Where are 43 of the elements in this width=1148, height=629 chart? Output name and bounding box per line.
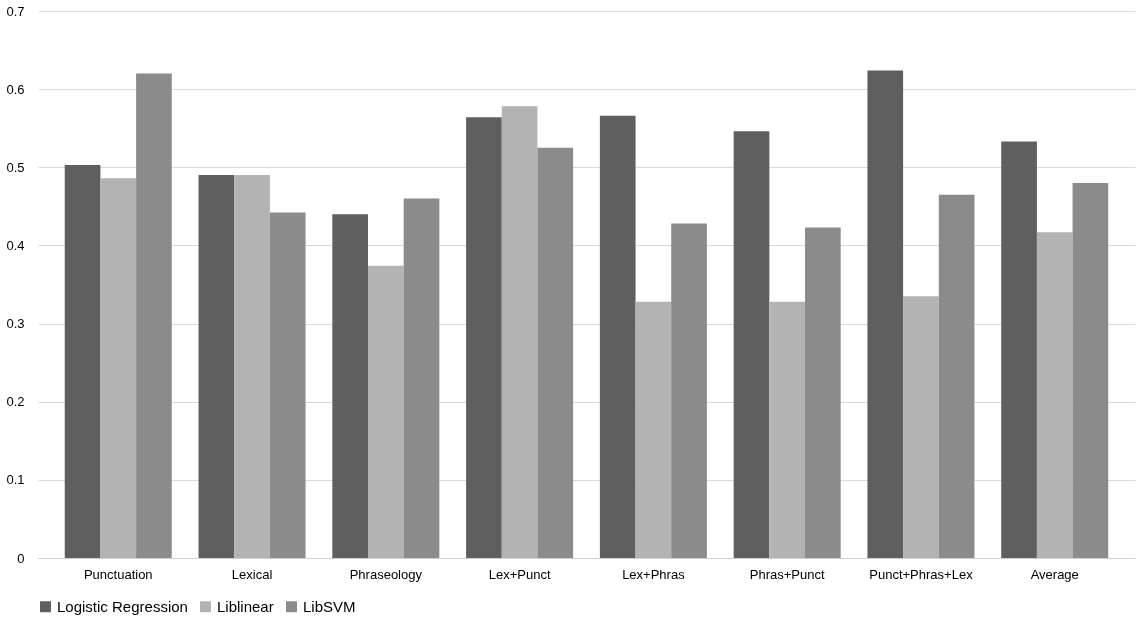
bar (198, 175, 235, 558)
legend-label: LibSVM (303, 597, 356, 615)
y-tick-label: 0.5 (6, 159, 25, 175)
y-tick-label: 0.7 (6, 3, 25, 19)
bar (733, 131, 770, 558)
y-tick-label: 0.2 (6, 394, 25, 410)
bar (332, 214, 368, 558)
x-tick-label: Phras+Punct (749, 566, 825, 582)
bar (867, 70, 904, 558)
bar (234, 175, 270, 558)
x-tick-label: Lexical (231, 566, 273, 582)
x-tick-label: Lex+Punct (488, 566, 551, 582)
x-tick-label: Punctuation (83, 566, 153, 582)
bar (501, 106, 538, 558)
y-tick-label: 0.3 (6, 316, 25, 332)
bar (466, 117, 502, 558)
bar (599, 115, 636, 558)
y-tick-label: 0.4 (6, 237, 25, 253)
x-tick-label: Punct+Phras+Lex (869, 566, 974, 582)
legend-label: Logistic Regression (57, 597, 188, 615)
y-tick-label: 0.6 (6, 81, 25, 97)
bar (367, 265, 404, 558)
bar (64, 164, 101, 558)
bar (100, 178, 137, 558)
bar (269, 212, 306, 558)
x-tick-label: Average (1030, 566, 1079, 582)
bar (1036, 232, 1073, 558)
legend-label: Liblinear (217, 597, 274, 615)
bar (671, 223, 707, 558)
bar (635, 301, 672, 558)
bar (1072, 182, 1109, 558)
bar (1001, 141, 1037, 558)
bar (903, 296, 939, 558)
bar (938, 194, 975, 558)
bar (403, 198, 440, 558)
bar (769, 301, 806, 558)
bar (136, 73, 172, 558)
bar (537, 147, 574, 558)
x-tick-label: Lex+Phras (622, 566, 686, 582)
bar (805, 227, 841, 558)
x-tick-label: Phraseology (349, 566, 423, 582)
y-tick-label: 0 (17, 550, 25, 566)
y-tick-label: 0.1 (6, 472, 25, 488)
